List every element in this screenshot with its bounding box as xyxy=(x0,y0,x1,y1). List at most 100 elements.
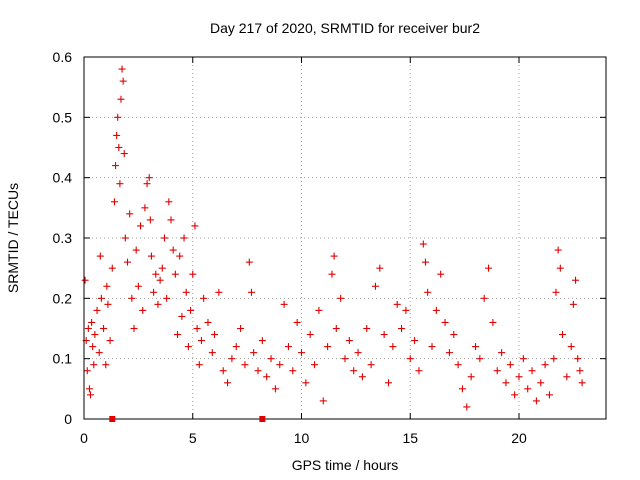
data-point xyxy=(180,234,188,242)
data-point xyxy=(330,252,338,260)
data-point xyxy=(169,246,177,254)
data-point xyxy=(574,355,582,363)
data-point xyxy=(324,343,332,351)
data-point xyxy=(385,379,392,387)
data-point xyxy=(160,234,168,242)
data-point xyxy=(176,252,184,260)
data-point xyxy=(402,306,410,314)
y-tick-label: 0.1 xyxy=(53,351,73,367)
data-point xyxy=(537,379,545,387)
data-point xyxy=(358,373,366,381)
gap-marker xyxy=(259,416,266,422)
data-point xyxy=(126,210,134,218)
data-point xyxy=(117,95,125,103)
data-point xyxy=(445,349,453,357)
y-tick-label: 0.2 xyxy=(53,290,73,306)
data-point xyxy=(224,379,232,387)
data-point xyxy=(424,288,432,296)
data-point xyxy=(245,258,253,266)
data-point xyxy=(302,379,310,387)
data-point xyxy=(134,282,142,290)
data-point xyxy=(102,361,110,369)
data-point xyxy=(337,294,345,302)
data-point xyxy=(328,270,336,278)
data-point xyxy=(250,349,258,357)
data-point xyxy=(398,325,406,332)
data-point xyxy=(263,373,271,381)
data-point xyxy=(298,349,305,357)
data-point xyxy=(128,294,136,302)
data-point xyxy=(139,306,147,314)
data-point xyxy=(415,367,423,375)
data-point xyxy=(167,216,175,224)
data-point xyxy=(141,204,149,212)
x-tick-label: 10 xyxy=(294,430,310,446)
data-point xyxy=(208,349,216,357)
data-point xyxy=(191,222,199,230)
data-point xyxy=(119,77,127,85)
data-point xyxy=(476,355,484,363)
axis-tick-labels: 0 5 10 15 20 0 0.1 0.2 0.3 0.4 0.5 0.6 xyxy=(53,49,527,446)
data-point xyxy=(411,337,419,345)
data-point xyxy=(189,270,197,278)
data-point xyxy=(120,150,128,158)
data-point xyxy=(319,397,327,405)
data-point xyxy=(563,373,571,381)
data-point xyxy=(450,331,458,339)
data-point xyxy=(572,276,580,284)
data-point xyxy=(158,264,166,272)
data-point xyxy=(178,312,186,320)
data-point xyxy=(219,367,227,375)
data-point xyxy=(524,385,532,393)
data-point xyxy=(350,367,358,375)
data-point xyxy=(174,331,182,339)
data-point xyxy=(97,294,105,302)
data-point xyxy=(254,367,262,375)
data-point xyxy=(519,355,527,363)
gap-markers xyxy=(109,416,266,422)
data-point xyxy=(419,240,427,248)
data-point xyxy=(93,306,101,314)
data-point xyxy=(113,131,121,139)
data-point xyxy=(146,216,154,224)
data-point xyxy=(578,379,586,387)
data-point xyxy=(271,385,279,393)
data-point xyxy=(472,343,479,351)
data-point xyxy=(156,276,164,284)
data-point xyxy=(480,294,488,302)
data-point xyxy=(528,367,536,375)
x-tick-label: 15 xyxy=(402,430,418,446)
data-point xyxy=(89,343,97,351)
data-point xyxy=(315,306,323,314)
data-point xyxy=(197,337,205,345)
data-point xyxy=(241,361,249,369)
data-point xyxy=(165,198,173,206)
data-point xyxy=(293,318,301,326)
data-point xyxy=(421,258,429,266)
data-point xyxy=(559,331,566,339)
data-point xyxy=(506,361,514,369)
data-point xyxy=(284,343,292,351)
data-point xyxy=(550,355,558,363)
data-point xyxy=(515,373,523,381)
data-point xyxy=(467,373,475,381)
data-point xyxy=(406,355,414,363)
data-point xyxy=(258,337,266,345)
y-tick-label: 0 xyxy=(64,411,72,427)
data-point xyxy=(147,252,155,260)
data-point xyxy=(556,264,564,272)
data-point xyxy=(104,300,112,308)
data-point xyxy=(195,361,203,369)
data-point xyxy=(458,385,466,393)
data-point xyxy=(143,180,151,188)
data-point xyxy=(363,325,371,332)
data-point xyxy=(276,361,284,369)
data-point xyxy=(103,282,111,290)
data-point xyxy=(354,349,362,357)
data-point xyxy=(311,361,319,369)
data-point xyxy=(85,385,93,393)
data-point xyxy=(91,331,99,339)
data-point xyxy=(332,325,340,332)
data-point xyxy=(341,355,349,363)
